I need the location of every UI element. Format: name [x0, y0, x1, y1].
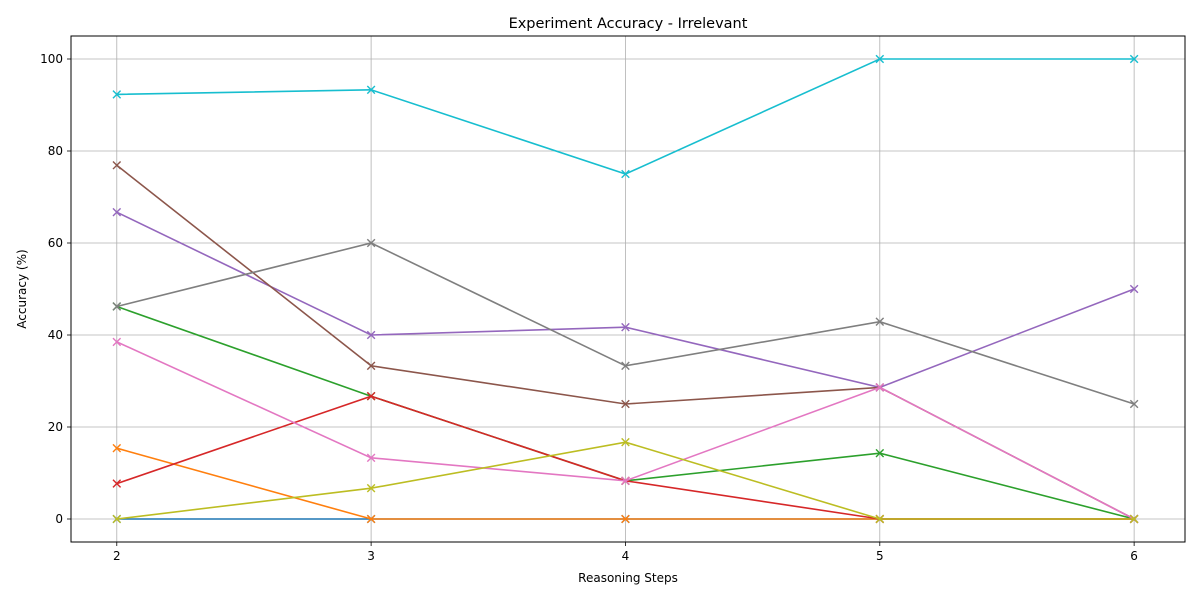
y-tick-label: 80: [48, 144, 63, 158]
data-point: [112, 160, 122, 170]
data-point: [366, 238, 376, 248]
data-point: [1129, 399, 1139, 409]
series-8: [112, 437, 1139, 524]
x-axis: 2 3 4 5 6: [113, 542, 1138, 563]
data-point: [621, 169, 630, 179]
series-4: [112, 207, 1139, 392]
x-tick-label: 2: [113, 549, 121, 563]
data-point: [112, 302, 122, 311]
y-axis: 0 20 40 60 80 100: [40, 52, 71, 526]
data-point: [1129, 54, 1139, 64]
data-point: [366, 85, 376, 95]
y-tick-label: 60: [48, 236, 63, 250]
series-9: [112, 54, 1139, 179]
data-point: [112, 207, 122, 217]
data-point: [875, 448, 885, 458]
data-point: [621, 361, 630, 371]
x-tick-label: 5: [876, 549, 884, 563]
data-point: [112, 479, 122, 488]
data-point: [875, 317, 885, 326]
y-tick-label: 0: [55, 512, 63, 526]
data-point: [112, 443, 122, 453]
x-tick-label: 6: [1130, 549, 1138, 563]
y-tick-label: 20: [48, 420, 63, 434]
data-point: [366, 483, 376, 493]
data-point: [112, 90, 122, 99]
data-point: [621, 437, 630, 447]
y-tick-label: 40: [48, 328, 63, 342]
chart-title: Experiment Accuracy - Irrelevant: [509, 16, 748, 32]
y-axis-label: Accuracy (%): [15, 249, 29, 328]
data-point: [366, 361, 376, 371]
x-tick-label: 4: [622, 549, 630, 563]
data-point: [366, 391, 376, 401]
data-point: [366, 453, 376, 463]
data-point: [366, 514, 376, 524]
data-point: [875, 383, 885, 392]
series-group: [112, 54, 1139, 524]
data-point: [112, 514, 122, 524]
data-point: [366, 330, 376, 340]
data-point: [875, 514, 885, 524]
data-point: [875, 54, 885, 64]
data-point: [621, 476, 630, 486]
data-point: [621, 514, 630, 524]
x-tick-label: 3: [367, 549, 375, 563]
x-axis-label: Reasoning Steps: [578, 571, 678, 585]
series-7: [112, 238, 1139, 409]
y-tick-label: 100: [40, 52, 63, 66]
data-point: [1129, 284, 1139, 294]
data-point: [621, 399, 630, 409]
plot-frame: [70, 35, 1186, 543]
data-point: [112, 337, 122, 347]
data-point: [1129, 514, 1139, 524]
data-point: [621, 322, 630, 332]
